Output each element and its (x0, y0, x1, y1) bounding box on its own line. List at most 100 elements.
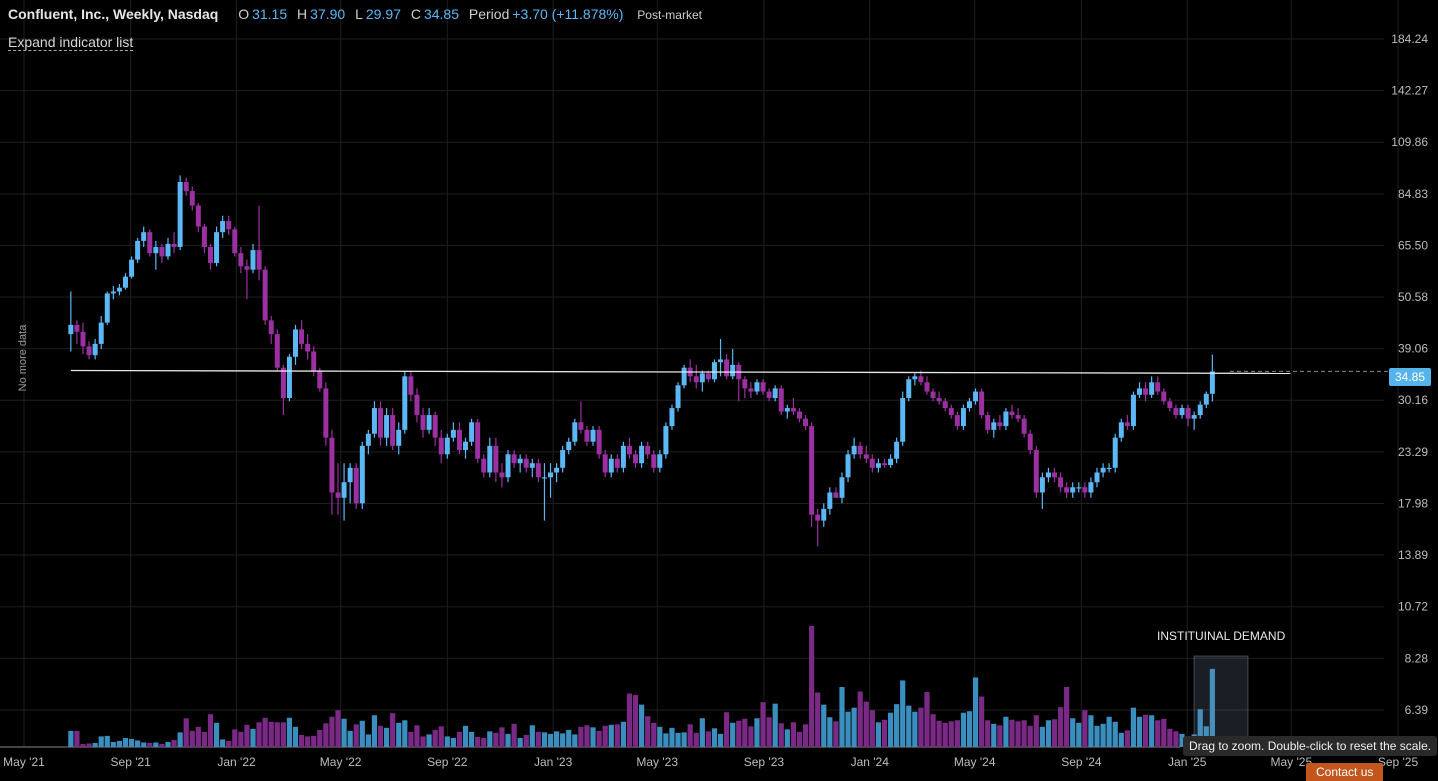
candle (116, 283, 122, 296)
y-tick-label: 17.98 (1398, 496, 1428, 510)
candle-body (784, 408, 790, 412)
volume-bar (438, 726, 444, 747)
candle-body (244, 266, 250, 270)
candle (299, 320, 305, 349)
candle-body (1052, 472, 1057, 478)
volume-bar (305, 736, 311, 747)
no-more-data-label: No more data (17, 324, 29, 392)
volume-bar (396, 722, 402, 747)
close-value: 34.85 (423, 6, 459, 22)
candle (1039, 472, 1045, 509)
candle-body (681, 367, 687, 386)
candle (754, 379, 760, 395)
candle (402, 370, 408, 434)
candle-body (1015, 415, 1021, 419)
candle-body (699, 373, 705, 383)
candle-body (1009, 411, 1015, 416)
candle-body (541, 477, 547, 479)
candle-body (426, 415, 432, 430)
volume-bar (760, 702, 766, 747)
candle (207, 243, 213, 270)
volume-bars (68, 626, 1215, 747)
y-tick-label: 30.16 (1398, 393, 1428, 407)
y-tick-label: 13.89 (1398, 548, 1428, 562)
candle (1185, 404, 1191, 427)
candle-body (778, 388, 784, 412)
candle (365, 429, 371, 455)
volume-bar (1197, 709, 1203, 747)
resistance-line[interactable] (70, 369, 1388, 375)
candle-body (1155, 382, 1161, 392)
candle-body (966, 401, 972, 409)
candle-body (1161, 391, 1167, 402)
volume-bar (432, 729, 438, 747)
volume-bar (784, 729, 790, 747)
volume-bar (147, 742, 153, 747)
volume-bar (292, 726, 299, 747)
candle (718, 338, 724, 377)
candle (833, 487, 839, 498)
candle-body (1137, 388, 1143, 395)
candle (262, 266, 268, 325)
candle (602, 450, 608, 478)
volume-bar (918, 707, 924, 747)
candle (1130, 391, 1136, 430)
volume-bar (1149, 715, 1155, 747)
candle (778, 385, 784, 416)
candle (711, 359, 717, 383)
candle (687, 359, 693, 383)
volume-bar (954, 720, 960, 747)
contact-us-button[interactable]: Contact us (1306, 763, 1384, 781)
candle-body (189, 191, 195, 206)
candle (1118, 418, 1124, 442)
resistance-trendline (70, 369, 1291, 375)
candle (1070, 482, 1076, 498)
volume-bar (687, 724, 693, 747)
volume-bar (268, 721, 274, 747)
y-tick-label: 8.28 (1405, 651, 1429, 665)
candle (183, 177, 189, 196)
expand-indicator-list-link[interactable]: Expand indicator list (8, 34, 134, 51)
candle (620, 441, 626, 473)
candle-body (602, 454, 608, 473)
candle (796, 408, 802, 423)
candle-body (973, 391, 979, 402)
candle (487, 437, 493, 478)
candle-body (997, 422, 1003, 427)
volume-bar (778, 723, 784, 747)
candle (286, 354, 292, 402)
volume-bar (1033, 715, 1039, 747)
candle (1082, 482, 1088, 498)
volume-bar (675, 732, 681, 747)
candle (238, 246, 244, 274)
candle-body (796, 411, 802, 419)
volume-bar (639, 704, 645, 747)
candle (517, 454, 523, 473)
candle-body (444, 437, 450, 455)
x-tick-label: Sep '23 (744, 755, 785, 769)
volume-bar (353, 724, 359, 747)
candle (1009, 404, 1015, 419)
candle-body (596, 429, 602, 455)
candle-body (954, 415, 960, 427)
volume-bar (195, 726, 201, 747)
candle (189, 186, 195, 211)
candle-body (1130, 394, 1136, 427)
candle (548, 463, 554, 498)
volume-bar (529, 725, 535, 747)
candle (772, 385, 778, 402)
volume-bar (141, 742, 147, 747)
candle-body (1191, 415, 1197, 419)
volume-bar (323, 723, 329, 747)
volume-bar (122, 737, 129, 747)
volume-bar (1124, 730, 1130, 747)
candle-body (657, 454, 663, 468)
volume-bar (165, 741, 171, 747)
candle-body (499, 472, 505, 478)
candle (572, 418, 578, 446)
volume-bar (553, 731, 560, 747)
y-tick-label: 84.83 (1398, 187, 1428, 201)
candle-body (693, 376, 699, 383)
candle-body (487, 445, 493, 473)
